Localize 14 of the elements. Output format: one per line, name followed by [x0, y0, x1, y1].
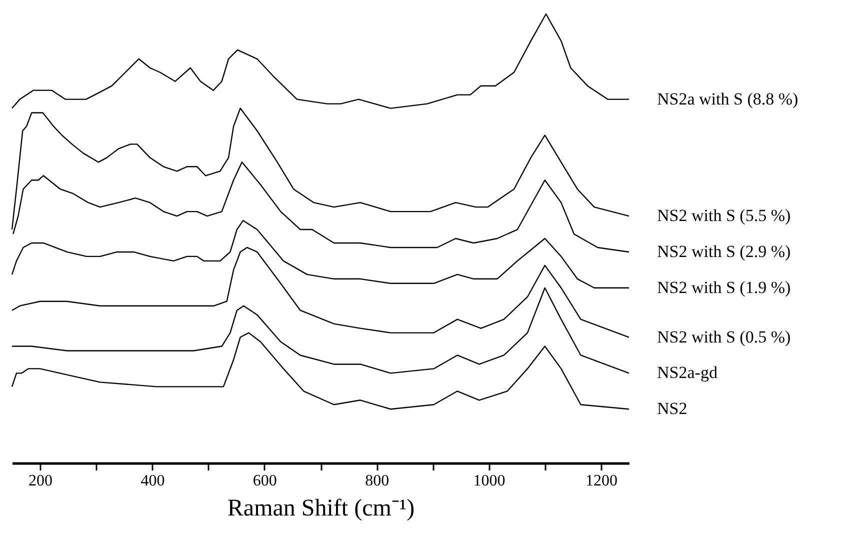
x-tick-label: 400: [140, 472, 165, 490]
series-label: NS2 with S (5.5 %): [657, 206, 791, 226]
series-label: NS2: [657, 399, 688, 418]
x-tick-label: 800: [365, 472, 390, 490]
series-label: NS2 with S (0.5 %): [657, 327, 791, 346]
series-label: NS2 with S (1.9 %): [657, 278, 791, 297]
x-tick-label: 600: [252, 472, 277, 490]
x-axis-title: Raman Shift (cm⁻¹): [227, 496, 415, 522]
x-tick-label: 200: [28, 472, 53, 490]
series-label: NS2a-gd: [657, 363, 718, 382]
series-label: NS2a with S (8.8 %): [657, 89, 798, 108]
x-tick-label: 1000: [473, 472, 506, 490]
series-label: NS2 with S (2.9 %): [657, 242, 791, 261]
x-tick-label: 1200: [585, 472, 618, 490]
